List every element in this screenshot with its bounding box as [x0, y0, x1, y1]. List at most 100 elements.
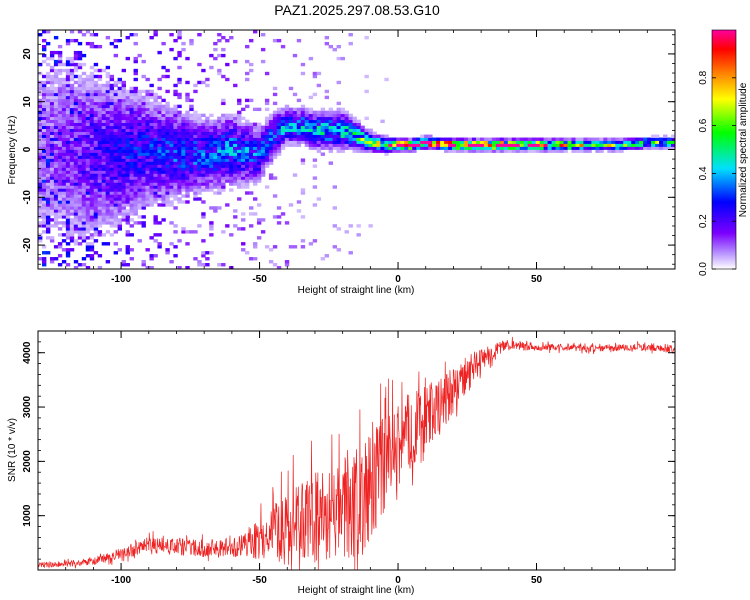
heatmap-cell [57, 56, 63, 61]
heatmap-cell [264, 128, 270, 132]
heatmap-cell [133, 143, 138, 147]
heatmap-cell [65, 128, 71, 132]
heatmap-cell [109, 206, 115, 210]
heatmap-cell [237, 149, 242, 153]
heatmap-cell [77, 134, 83, 138]
heatmap-cell [205, 83, 210, 88]
heatmap-cell [213, 119, 218, 124]
heatmap-cell [77, 230, 83, 234]
heatmap-cell [659, 146, 664, 150]
heatmap-cell [53, 218, 59, 222]
heatmap-cell [384, 146, 389, 150]
heatmap-cell [149, 182, 154, 186]
heatmap-cell [101, 152, 107, 156]
heatmap-cell [491, 143, 497, 147]
heatmap-cell [241, 134, 246, 138]
heatmap-cell [420, 143, 425, 147]
heatmap-cell [384, 143, 389, 147]
heatmap-cell [268, 140, 274, 144]
heatmap-cell [133, 212, 138, 216]
heatmap-cell [169, 122, 174, 126]
heatmap-cell [141, 116, 146, 121]
heatmap-cell [165, 164, 170, 168]
heatmap-cell [133, 200, 138, 204]
heatmap-cell [169, 134, 174, 138]
heatmap-cell [121, 161, 126, 165]
y-tick-label: 3000 [22, 395, 33, 418]
heatmap-cell [141, 260, 146, 264]
heatmap-cell [173, 125, 178, 129]
heatmap-cell [213, 134, 218, 138]
heatmap-cell [97, 143, 103, 147]
heatmap-cell [237, 113, 242, 118]
heatmap-cell [169, 119, 174, 124]
heatmap-cell [105, 143, 111, 147]
heatmap-cell [101, 137, 107, 141]
heatmap-cell [113, 113, 119, 118]
heatmap-cell [237, 158, 242, 162]
heatmap-cell [145, 107, 150, 112]
heatmap-cell [260, 131, 266, 135]
heatmap-cell [85, 221, 91, 225]
heatmap-cell [356, 134, 361, 138]
heatmap-cell [432, 146, 437, 150]
heatmap-cell [181, 230, 186, 234]
heatmap-cell [73, 86, 79, 91]
heatmap-cell [340, 143, 345, 147]
heatmap-cell [264, 119, 270, 124]
heatmap-cell [105, 176, 111, 180]
heatmap-cell [440, 140, 445, 144]
heatmap-cell [241, 248, 246, 252]
heatmap-cell [169, 167, 174, 171]
heatmap-cell [65, 221, 71, 225]
heatmap-cell [201, 149, 206, 153]
heatmap-cell [69, 98, 75, 103]
heatmap-cell [185, 158, 190, 162]
heatmap-cell [316, 128, 322, 132]
heatmap-cell [89, 221, 95, 225]
heatmap-cell [85, 134, 91, 138]
heatmap-cell [245, 59, 250, 64]
heatmap-cell [340, 107, 345, 112]
heatmap-cell [583, 146, 588, 150]
heatmap-cell [49, 50, 55, 55]
heatmap-cell [245, 170, 250, 174]
heatmap-cell [65, 38, 71, 43]
heatmap-cell [65, 170, 71, 174]
heatmap-cell [308, 242, 314, 246]
heatmap-cell [316, 113, 322, 118]
heatmap-cell [479, 143, 485, 147]
heatmap-cell [113, 251, 119, 255]
heatmap-cell [221, 140, 226, 144]
heatmap-cell [113, 122, 119, 126]
heatmap-cell [73, 239, 79, 243]
heatmap-cell [181, 161, 186, 165]
heatmap-cell [603, 143, 608, 147]
heatmap-cell [233, 59, 238, 64]
heatmap-cell [133, 158, 138, 162]
heatmap-cell [487, 140, 493, 144]
heatmap-cell [141, 200, 146, 204]
heatmap-cell [105, 197, 111, 201]
heatmap-cell [177, 197, 182, 201]
heatmap-cell [69, 146, 75, 150]
heatmap-cell [41, 206, 47, 210]
heatmap-cell [49, 95, 55, 100]
heatmap-cell [272, 125, 278, 129]
heatmap-cell [165, 134, 170, 138]
heatmap-cell [276, 110, 282, 115]
heatmap-cell [38, 236, 43, 240]
heatmap-cell [153, 182, 158, 186]
heatmap-cell [260, 140, 266, 144]
heatmap-cell [229, 122, 234, 126]
heatmap-cell [61, 206, 67, 210]
heatmap-cell [304, 119, 310, 124]
heatmap-cell [38, 182, 43, 186]
heatmap-cell [57, 44, 63, 49]
heatmap-cell [181, 152, 186, 156]
heatmap-cell [344, 122, 349, 126]
heatmap-cell [336, 125, 341, 129]
heatmap-cell [165, 167, 170, 171]
heatmap-cell [73, 200, 79, 204]
heatmap-cell [97, 140, 103, 144]
